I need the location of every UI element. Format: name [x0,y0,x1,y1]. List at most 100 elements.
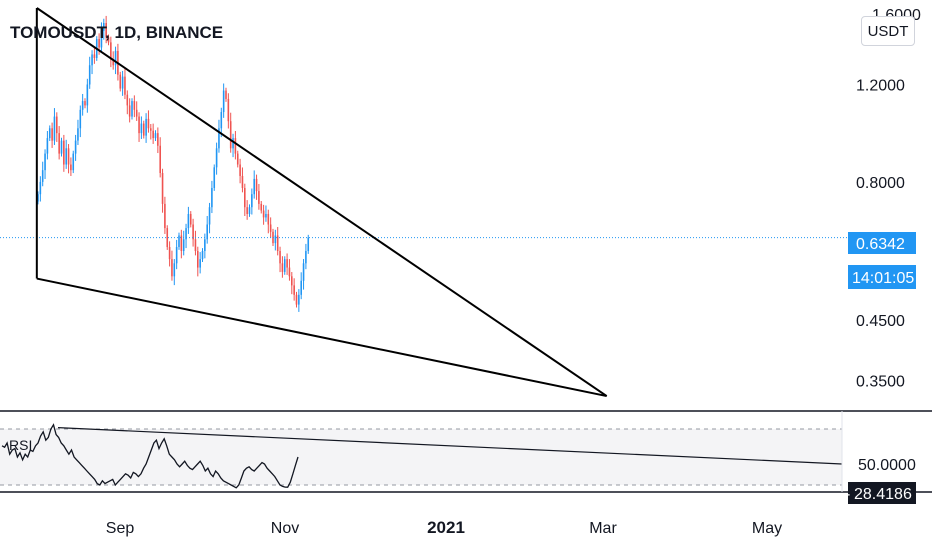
candle-body [276,235,279,251]
candle-body [79,109,82,129]
candle-body [295,294,298,305]
candle-body [126,94,129,106]
candle-body [211,187,213,208]
candle-body [253,178,255,195]
rsi-value-badge: - 28.4186 [845,482,916,504]
candle-body [119,74,122,89]
time-tick-label: May [752,520,782,537]
rsi-band-fill [0,429,842,485]
candle-body [201,250,204,260]
candle-body [88,65,91,85]
candle-body [288,267,291,277]
candle-body [81,101,84,110]
candle-body [260,203,263,211]
candle-body [51,128,53,141]
candle-body [147,118,150,129]
candle-body [46,138,49,154]
candle-body [262,210,265,218]
candle-body [208,207,211,225]
candle-body [281,263,284,272]
candle-body [98,39,100,48]
candle-body [168,247,171,260]
candle-body [93,54,96,58]
rsi-value-badge-bg [848,482,916,504]
candle-body [74,140,77,154]
candle-body [215,148,218,168]
candle-body [103,23,105,31]
candle-body [199,259,201,268]
candle-body [218,128,220,149]
candle-body [128,105,131,117]
candle-body [258,191,260,204]
rsi-tick: 50.0000 [858,457,916,474]
candle-body [225,90,227,99]
candle-body [229,121,232,149]
candle-body [239,164,241,176]
price-tick-label: 1.2000 [856,77,905,94]
candle-body [86,84,89,106]
candle-body [145,118,147,136]
time-axis-ticks[interactable]: Sep Nov 2021 Mar May [106,518,782,537]
candle-body [307,237,310,251]
candle-body [293,285,295,295]
candle-body [189,213,192,225]
candle-body [178,235,180,248]
candle-body [142,123,145,136]
candle-body [171,259,173,277]
candle-body [140,123,143,134]
candle-body [246,207,248,214]
candle-body [41,170,44,182]
candle-body [283,259,286,272]
candle-body [251,194,253,208]
candle-body [48,128,51,139]
candle-body [100,30,103,48]
candle-body [39,181,42,195]
candle-body [291,276,293,286]
rsi-panel [0,423,843,489]
candle-body [206,224,208,240]
candle-body [255,178,258,192]
candle-body [232,138,234,149]
candle-body [220,112,223,129]
countdown-value: 14:01:05 [852,270,914,287]
candle-body [227,98,230,122]
candle-body [154,133,157,139]
candle-body [269,224,272,232]
candle-body [298,294,300,305]
candle-body [236,153,239,165]
candle-body [110,42,112,60]
candle-body [300,280,302,295]
candle-body [56,116,58,134]
lower-trendline [36,277,607,398]
candle-body [173,263,176,277]
candle-body [159,145,161,174]
candle-body [70,164,72,171]
rsi-label: RSI [9,437,32,453]
currency-button[interactable]: USDT [861,16,915,46]
last-price-badge-bg [848,232,916,254]
last-price-value: 0.6342 [856,236,905,253]
candle-body [182,239,185,251]
time-tick-label: 2021 [427,518,465,537]
countdown-badge-bg [848,265,916,289]
countdown-badge: 14:01:05 [848,265,916,289]
candle-body [60,140,63,154]
candle-body [107,37,110,43]
candle-body [265,213,267,218]
candle-body [286,259,288,268]
candle-body [44,153,46,171]
candle-body [72,153,75,171]
candle-body [197,250,199,268]
candle-body [58,133,60,154]
candle-body [37,194,39,202]
candle-body [279,250,281,264]
candle-body [63,140,65,165]
candle-body [213,167,216,188]
time-tick-label: Sep [106,520,135,537]
rsi-value-dash: - [845,486,850,503]
price-tick-label: 0.4500 [856,313,905,330]
candle-body [244,187,246,208]
candle-body [152,130,154,139]
last-price-badge: 0.6342 [848,232,916,254]
